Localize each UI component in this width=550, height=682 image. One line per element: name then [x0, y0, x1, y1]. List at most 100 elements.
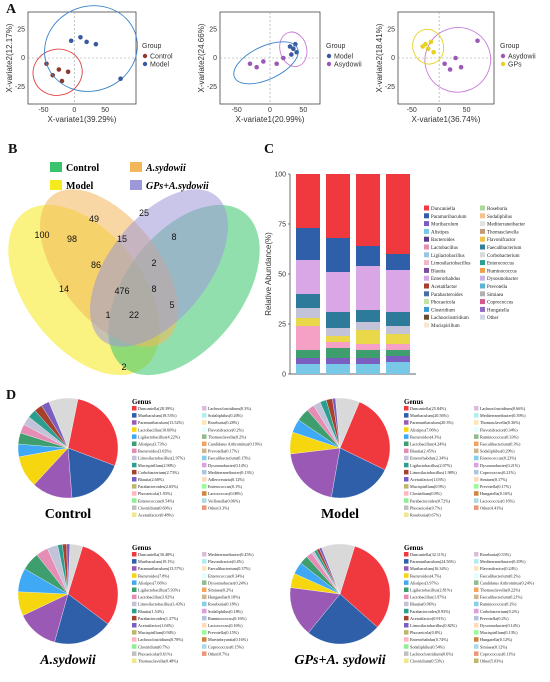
data-point: [261, 59, 266, 64]
legend-swatch: [480, 306, 485, 312]
legend-swatch: [480, 283, 485, 289]
confidence-ellipse: [412, 28, 445, 65]
venn-region-count: 100: [34, 230, 49, 240]
legend-swatch: [424, 283, 429, 289]
pie-title: A.sydowii: [39, 653, 96, 668]
legend-label: Thomasclavella: [487, 230, 519, 235]
x-axis-label: X-variate1(36.74%): [412, 115, 481, 124]
bar-segment: [386, 344, 410, 350]
legend-label: Model: [150, 62, 170, 69]
legend-swatch: [404, 477, 409, 482]
data-point: [78, 35, 83, 40]
pie-title: GPs+A. sydowii: [294, 653, 385, 668]
legend-label: Paramuribaculum(20.3%): [410, 420, 454, 425]
legend-swatch: [202, 587, 207, 592]
legend-swatch: [202, 630, 207, 635]
pca-plot-asydowii-gps: -50 0 50 25 0 -25 X-variate1(36.74%) X-variate2…: [375, 11, 536, 124]
panel-letter-b: B: [8, 142, 18, 157]
legend-label: Asydowii: [334, 62, 362, 69]
legend-label: Parabacteroides(2.65%): [138, 484, 179, 489]
legend-label: Faecalibacterium(0.21%): [480, 595, 523, 600]
legend-label: Mediterraneibacter: [487, 223, 525, 228]
legend-label: Enterococcus: [487, 262, 514, 267]
legend-swatch: [404, 448, 409, 454]
data-point: [442, 61, 447, 67]
legend-swatch: [474, 651, 479, 656]
legend-swatch: [474, 608, 479, 614]
bar-segment: [356, 364, 380, 374]
legend-swatch: [474, 455, 479, 461]
legend-title: Genus: [132, 398, 151, 406]
legend-label: Muribaculum(18.53%): [138, 413, 177, 418]
legend-label: Alistipes(3.73%): [138, 442, 167, 447]
legend-swatch: [132, 559, 137, 564]
y-tick-label: 25: [17, 26, 25, 33]
legend-swatch: [404, 462, 409, 468]
legend-label: Phocaeicola(1.93%): [138, 491, 172, 496]
legend-swatch: [474, 469, 479, 475]
legend-label: Mediterraneibacter(0.13%): [208, 470, 254, 475]
pie-slice: [321, 543, 355, 595]
legend-swatch: [480, 221, 485, 227]
legend-label: Bacteroides(7.8%): [138, 573, 170, 578]
legend-swatch: [404, 441, 409, 446]
bar-segment: [326, 348, 350, 358]
bar-segment: [326, 272, 350, 312]
venn-region-count: 14: [59, 284, 69, 294]
legend-label: Alistipes(7.06%): [410, 427, 439, 432]
legend-swatch: [474, 477, 479, 482]
legend-label: Sodaliphilus(0.29%): [480, 449, 515, 454]
legend-label: Phocaeicola(0.8%): [410, 630, 442, 635]
legend-swatch: [202, 498, 207, 503]
bar-segment: [326, 364, 350, 374]
legend-swatch: [132, 441, 137, 446]
bar-segment: [356, 330, 380, 344]
panel-letter-d: D: [6, 388, 17, 403]
legend-title: Group: [500, 43, 520, 50]
legend-swatch: [132, 455, 137, 461]
legend-swatch: [142, 53, 148, 59]
data-point: [447, 67, 453, 72]
legend-label: Lactococcus(0.16%): [480, 498, 515, 503]
legend-swatch: [474, 413, 479, 418]
legend-swatch: [132, 637, 137, 642]
confidence-ellipse: [279, 31, 308, 67]
data-point: [84, 39, 89, 45]
legend-swatch: [132, 406, 137, 411]
data-point: [254, 64, 259, 70]
legend-label: Paramuribaculum(13.57%): [138, 566, 184, 571]
legend-swatch: [474, 420, 479, 425]
legend-label: Clostridium: [431, 308, 455, 313]
legend-swatch: [424, 306, 429, 312]
legend-swatch: [474, 658, 479, 663]
data-point: [93, 41, 99, 47]
legend-swatch: [424, 221, 429, 227]
legend-label: Lactobacillus(4.24%): [410, 442, 447, 447]
legend-label: Faecalibacterium: [487, 246, 522, 251]
legend-label: Ligilactobacillus(5.93%): [138, 588, 180, 593]
legend-label: Other(4.41%): [480, 505, 504, 510]
legend-swatch: [424, 244, 429, 250]
legend-swatch: [480, 252, 485, 258]
legend-swatch: [404, 413, 409, 418]
y-tick-label: -25: [15, 84, 25, 91]
legend-swatch: [404, 601, 409, 607]
legend-label: Duncaniella(25.84%): [410, 406, 447, 411]
legend-swatch: [132, 566, 137, 571]
data-point: [281, 55, 286, 61]
legend-label: Lachnoclostridium(0.6%): [410, 651, 454, 656]
legend-label: Roseburia(0.67%): [410, 513, 441, 518]
legend-swatch: [202, 573, 207, 578]
legend-label: Blautia: [431, 269, 446, 274]
legend-swatch: [474, 630, 479, 635]
pie-slice: [339, 546, 391, 628]
pie-slice: [331, 447, 386, 499]
legend-label: Hungatella(0.18%): [208, 595, 241, 600]
legend-label: Acetatifactor(1.04%): [138, 623, 174, 628]
legend-label: Paramuribaculum(13.52%): [138, 420, 184, 425]
legend-swatch: [404, 469, 409, 475]
legend-swatch: [404, 406, 409, 411]
legend-title: Genus: [404, 398, 423, 406]
legend-swatch: [404, 427, 409, 432]
